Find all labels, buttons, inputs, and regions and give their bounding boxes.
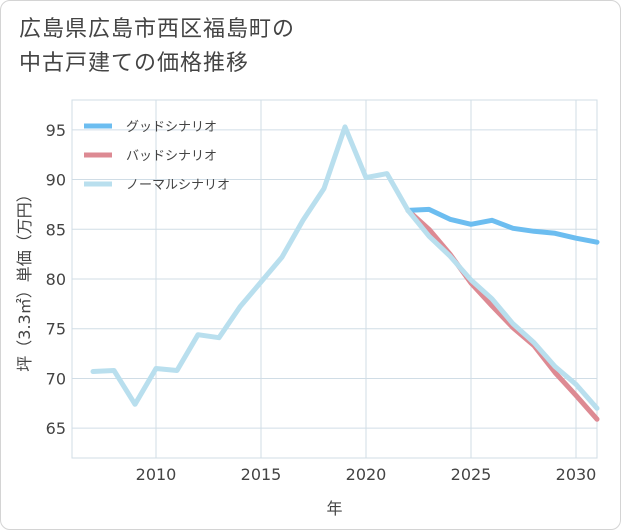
x-tick-label: 2030 — [556, 465, 597, 484]
x-tick-label: 2020 — [346, 465, 387, 484]
x-axis-title: 年 — [326, 499, 342, 518]
legend-item-bad-label: バッドシナリオ — [126, 149, 217, 164]
x-tick-label: 2010 — [136, 465, 177, 484]
y-tick-label: 80 — [46, 270, 66, 289]
y-tick-label: 65 — [46, 419, 66, 438]
legend-item-good-label: グッドシナリオ — [126, 120, 217, 135]
series-line-normal — [90, 124, 600, 411]
y-tick-label: 85 — [46, 220, 66, 239]
y-tick-label: 90 — [46, 171, 66, 190]
series-line-bad — [405, 207, 600, 422]
y-axis-title: 坪（3.3㎡）単価（万円） — [15, 186, 34, 371]
series-line-good — [405, 206, 600, 245]
y-tick-label: 95 — [46, 121, 66, 140]
tick-labels: 2010 2015 2020 2025 2030 65 70 75 80 85 90 95 — [46, 121, 597, 484]
series-lines — [90, 124, 600, 422]
chart-title-line1: 広島県広島市西区福島町の — [19, 17, 296, 42]
x-tick-label: 2015 — [241, 465, 282, 484]
x-tick-label: 2025 — [451, 465, 492, 484]
y-tick-label: 75 — [46, 320, 66, 339]
y-tick-label: 70 — [46, 369, 66, 388]
legend-item-normal-label: ノーマルシナリオ — [126, 178, 230, 193]
chart-title-line2: 中古戸建ての価格推移 — [19, 51, 250, 76]
chart-title: 広島県広島市西区福島町の 中古戸建ての価格推移 — [19, 13, 579, 81]
